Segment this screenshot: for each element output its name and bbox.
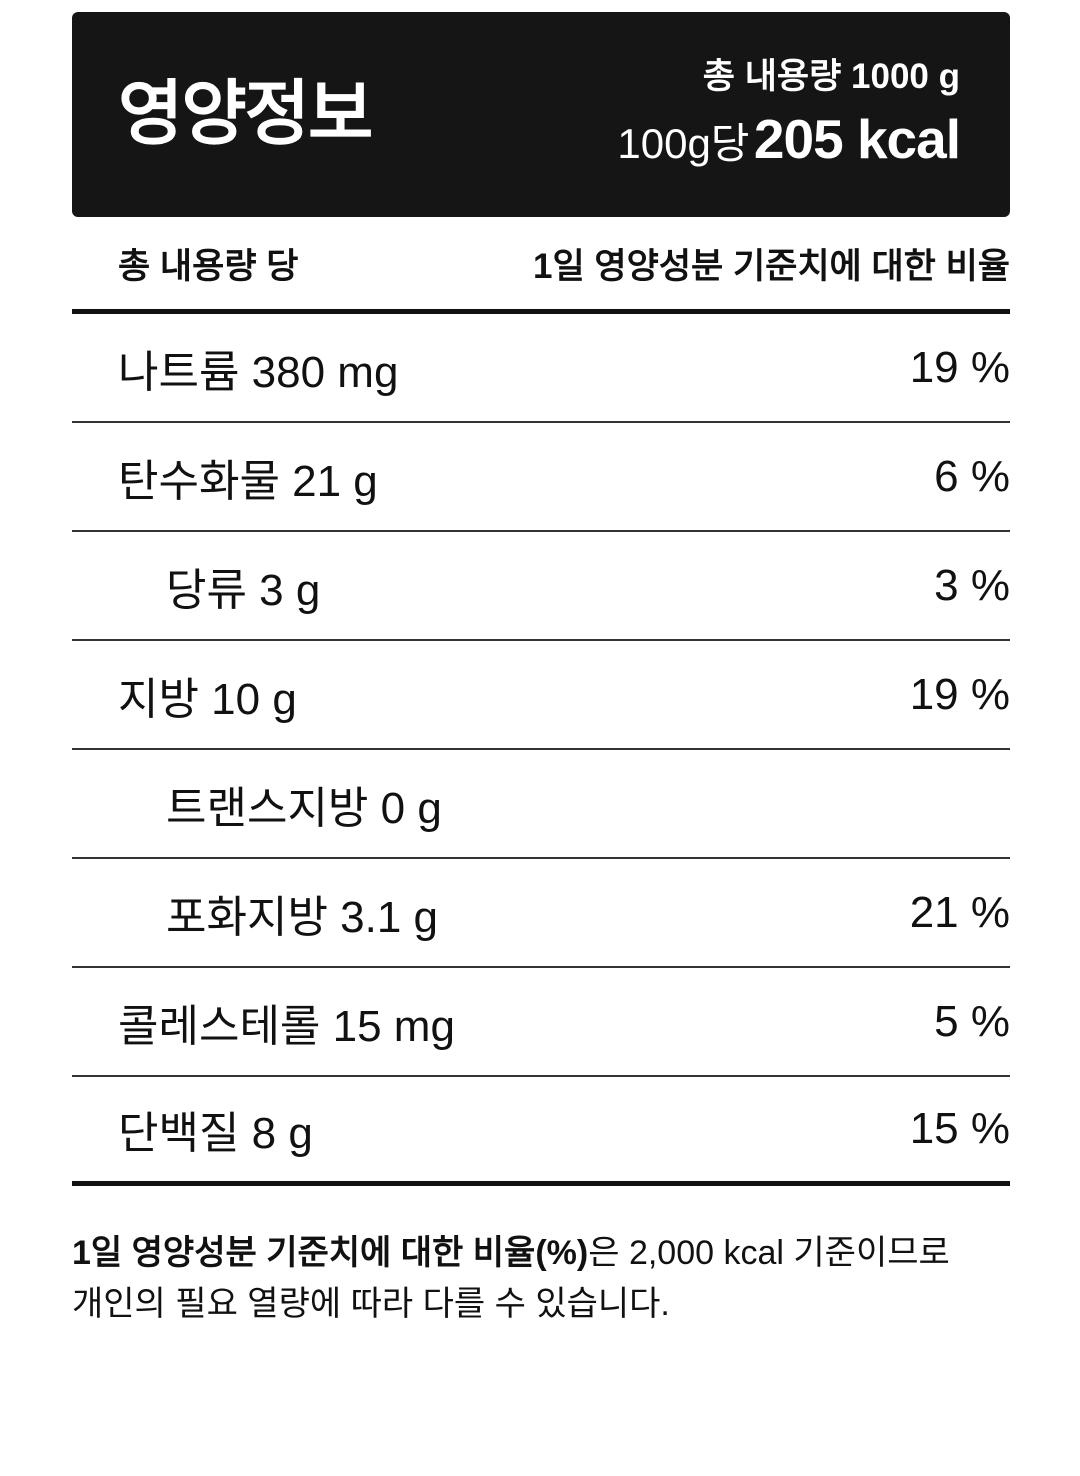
column-header-right: 1일 영양성분 기준치에 대한 비율 <box>533 246 1010 286</box>
nutrient-table: 나트륨 380 mg 19 % 탄수화물 21 g 6 % 당류 3 g 3 % 지방 10… <box>72 314 1010 1186</box>
calories-value: 205 kcal <box>753 107 961 170</box>
calories-line: 100g당 205 kcal <box>617 107 961 171</box>
column-header-left: 총 내용량 당 <box>118 246 299 286</box>
table-row: 단백질 8 g 15 % <box>72 1077 1010 1186</box>
header-banner: 영양정보 총 내용량 1000 g 100g당 205 kcal <box>72 12 1010 217</box>
label-body: 영양정보 총 내용량 1000 g 100g당 205 kcal 총 내용량 당… <box>72 12 1010 1330</box>
daily-value-percent: 19 % <box>909 342 1010 392</box>
table-row: 지방 10 g 19 % <box>72 641 1010 750</box>
nutrient-label: 지방 10 g <box>118 674 297 724</box>
table-row: 포화지방 3.1 g 21 % <box>72 859 1010 968</box>
daily-value-percent: 21 % <box>909 887 1010 937</box>
nutrition-label: 영양정보 총 내용량 1000 g 100g당 205 kcal 총 내용량 당… <box>0 12 1080 1476</box>
nutrient-label: 포화지방 3.1 g <box>166 892 439 942</box>
nutrient-label: 나트륨 380 mg <box>118 347 399 397</box>
page-title: 영양정보 <box>118 75 373 154</box>
total-content-weight: 총 내용량 1000 g <box>702 57 960 97</box>
nutrient-label: 단백질 8 g <box>118 1109 313 1158</box>
daily-value-percent: 15 % <box>909 1104 1010 1153</box>
footnote-rest: 은 2,000 kcal 기준이므로 <box>588 1234 950 1272</box>
table-row: 콜레스테롤 15 mg 5 % <box>72 968 1010 1077</box>
table-row: 탄수화물 21 g 6 % <box>72 423 1010 532</box>
daily-value-percent: 6 % <box>934 451 1010 501</box>
daily-value-percent: 5 % <box>934 996 1010 1046</box>
footnote-line2: 개인의 필요 열량에 따라 다를 수 있습니다. <box>72 1285 670 1323</box>
footnote-bold: 1일 영양성분 기준치에 대한 비율(%) <box>72 1234 589 1272</box>
calorie-summary: 총 내용량 1000 g 100g당 205 kcal <box>617 57 961 171</box>
daily-value-percent: 19 % <box>909 669 1010 719</box>
nutrient-label: 트랜스지방 0 g <box>166 783 442 833</box>
nutrient-label: 당류 3 g <box>166 565 321 615</box>
per-serving-label: 100g당 <box>617 119 750 167</box>
table-column-header: 총 내용량 당 1일 영양성분 기준치에 대한 비율 <box>72 217 1010 314</box>
footnote: 1일 영양성분 기준치에 대한 비율(%)은 2,000 kcal 기준이므로 … <box>72 1228 1010 1330</box>
daily-value-percent: 3 % <box>934 560 1010 610</box>
table-row: 트랜스지방 0 g <box>72 750 1010 859</box>
nutrient-label: 탄수화물 21 g <box>118 456 378 506</box>
table-row: 당류 3 g 3 % <box>72 532 1010 641</box>
nutrient-label: 콜레스테롤 15 mg <box>118 1001 455 1051</box>
table-row: 나트륨 380 mg 19 % <box>72 314 1010 423</box>
